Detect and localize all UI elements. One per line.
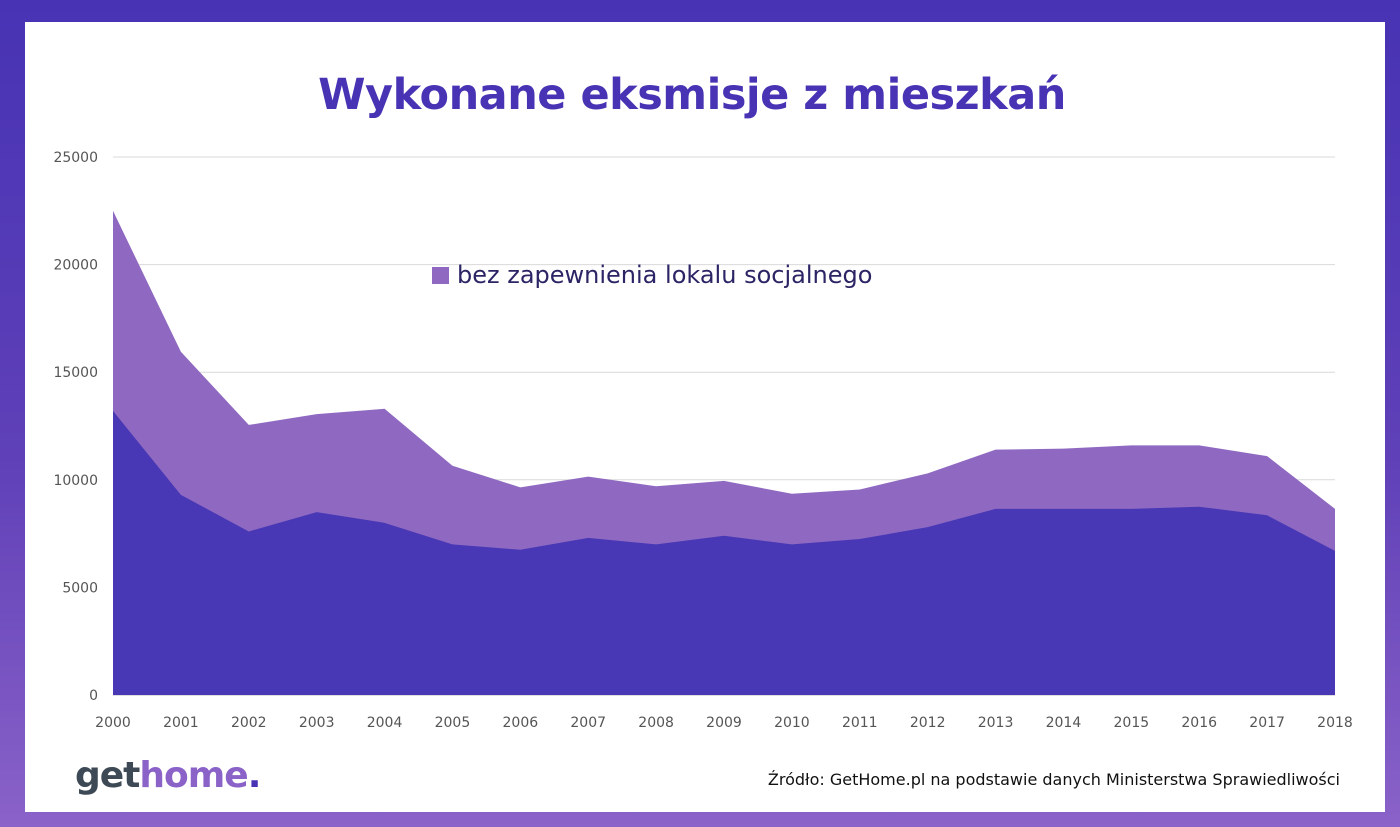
y-tick-label: 10000 (53, 473, 98, 489)
x-tick-label: 2008 (638, 715, 674, 731)
y-tick-label: 15000 (53, 365, 98, 381)
axes: 0 5000 10000 15000 20000 25000 2000 2001 2002 200… (53, 150, 1352, 731)
x-tick-label: 2016 (1181, 715, 1217, 731)
chart-title: Wykonane eksmisje z mieszkań (318, 70, 1066, 120)
x-tick-label: 2015 (1114, 715, 1150, 731)
x-tick-label: 2011 (842, 715, 878, 731)
x-tick-label: 2012 (910, 715, 946, 731)
x-tick-label: 2014 (1046, 715, 1082, 731)
source-note: Źródło: GetHome.pl na podstawie danych M… (767, 770, 1340, 789)
x-tick-label: 2002 (231, 715, 267, 731)
logo-get: get (75, 755, 140, 796)
legend: bez zapewnienia lokalu socjalnego (432, 261, 872, 289)
area-layer (113, 210, 1335, 696)
logo-dot: . (247, 755, 262, 796)
x-tick-label: 2009 (706, 715, 742, 731)
y-tick-label: 5000 (62, 580, 98, 596)
x-tick-label: 2017 (1249, 715, 1285, 731)
area-chart: 0 5000 10000 15000 20000 25000 2000 2001 2002 200… (53, 150, 1352, 731)
logo-home: home (139, 755, 248, 796)
x-tick-label: 2005 (435, 715, 471, 731)
y-tick-label: 20000 (53, 258, 98, 274)
legend-swatch (432, 267, 449, 284)
x-tick-label: 2000 (95, 715, 131, 731)
y-tick-label: 25000 (53, 150, 98, 166)
x-tick-label: 2006 (503, 715, 539, 731)
y-tick-label: 0 (89, 688, 98, 704)
legend-label: bez zapewnienia lokalu socjalnego (457, 261, 872, 289)
x-tick-label: 2004 (367, 715, 403, 731)
x-tick-label: 2003 (299, 715, 335, 731)
x-tick-label: 2018 (1317, 715, 1353, 731)
x-tick-label: 2007 (570, 715, 606, 731)
x-tick-label: 2001 (163, 715, 199, 731)
area-series-lower (113, 410, 1335, 695)
x-tick-label: 2013 (978, 715, 1014, 731)
gethome-logo: gethome. (75, 755, 262, 796)
x-tick-label: 2010 (774, 715, 810, 731)
